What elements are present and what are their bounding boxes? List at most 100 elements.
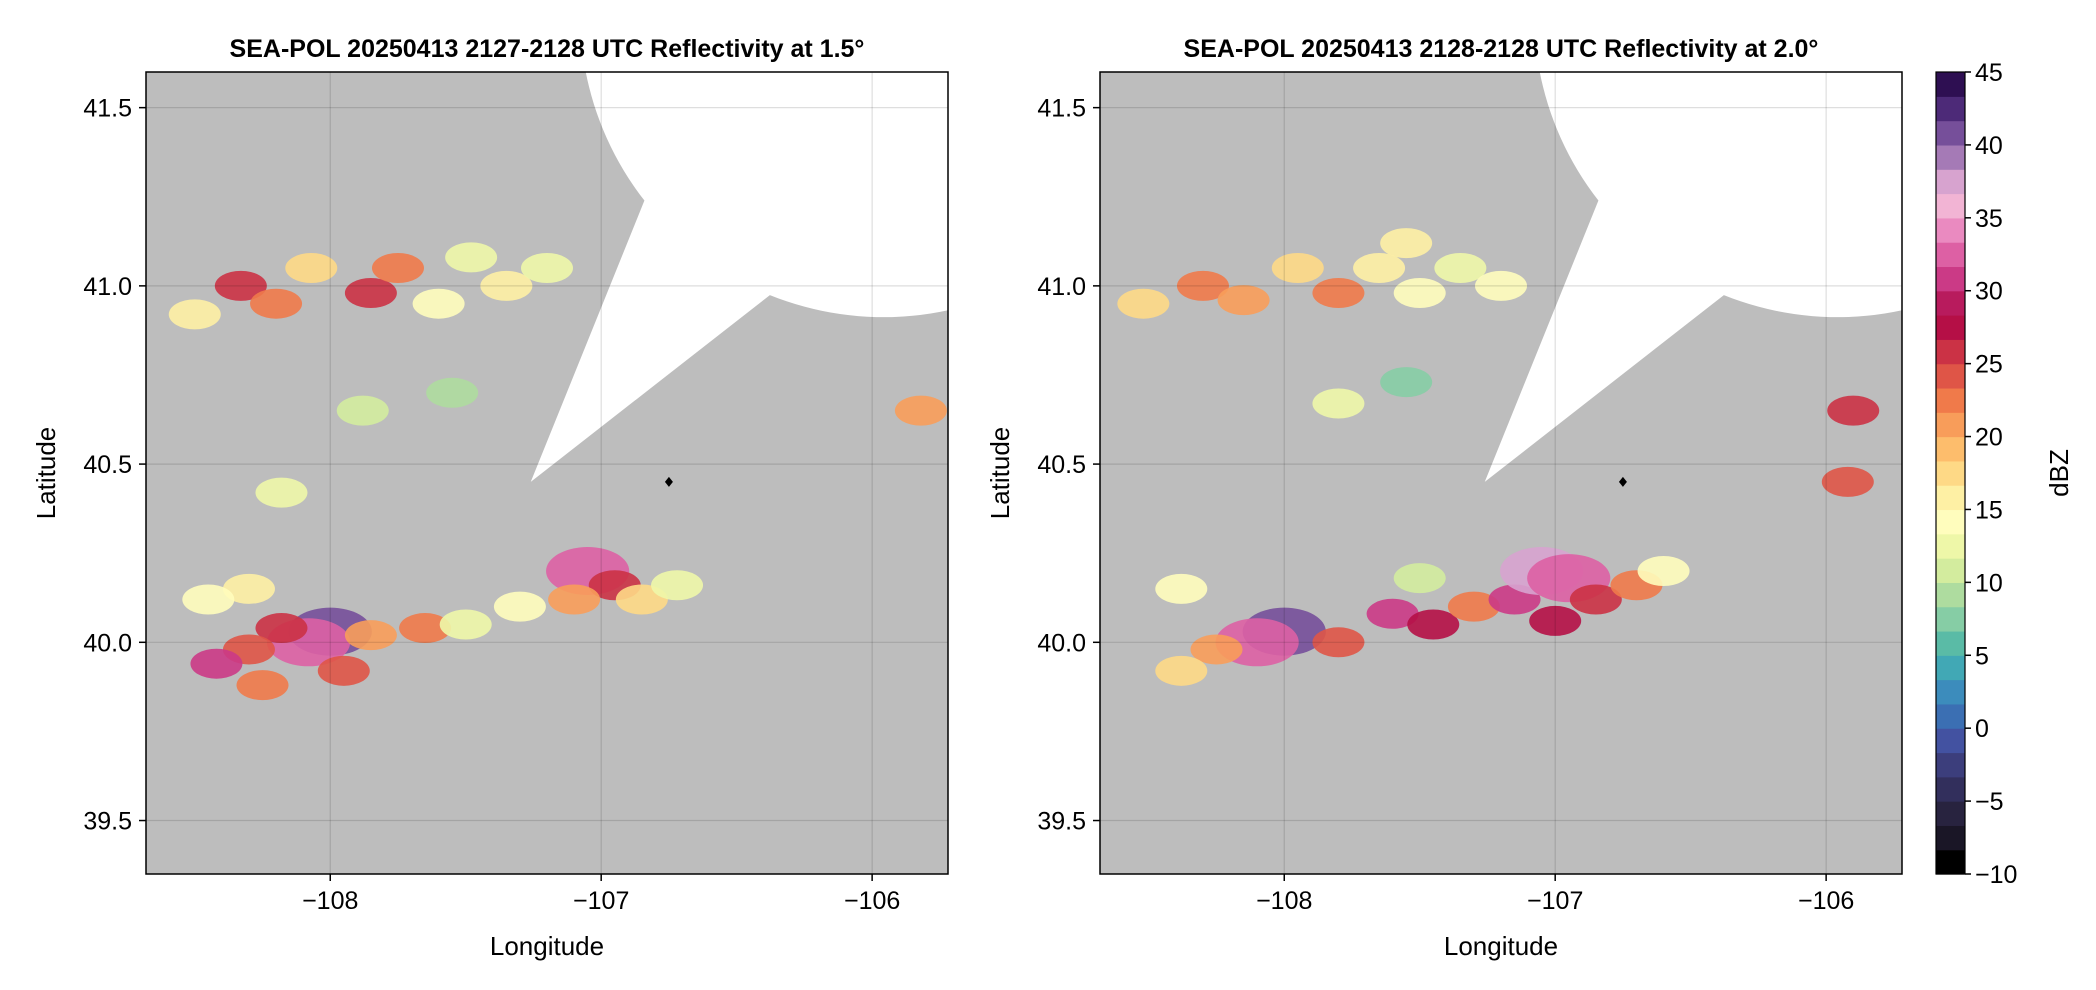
x-tick-label: −108 [1256,887,1312,915]
y-tick-label: 39.5 [83,808,132,836]
echo-cell [894,395,947,426]
echo-cell [1434,253,1487,284]
echo-cell [1380,228,1433,259]
echo-cell [190,648,243,679]
left-y-axis-label: Latitude [31,427,61,520]
echo-cell [1353,253,1406,284]
colorbar-tick-label: 20 [1975,424,2003,452]
colorbar-band [1936,728,1965,754]
colorbar-band [1936,169,1965,195]
x-tick-label: −108 [302,887,358,915]
right-x-axis-ticks: −108 −107 −106 [1256,874,1854,915]
echo-cell [250,288,303,319]
colorbar-band [1936,266,1965,292]
echo-cell [1827,395,1880,426]
colorbar-band [1936,485,1965,511]
x-tick-label: −107 [573,887,629,915]
right-panel: SEA-POL 20250413 2128-2128 UTC Reflectiv… [985,35,1903,961]
colorbar-band [1936,582,1965,608]
x-tick-label: −106 [1798,887,1854,915]
echo-cell [182,584,235,615]
echo-cell [1447,591,1500,622]
y-tick-label: 40.0 [1037,629,1086,657]
colorbar-band [1936,217,1965,243]
colorbar-tick-label: −5 [1975,788,2004,816]
colorbar-band [1936,533,1965,559]
colorbar-label: dBZ [2044,449,2074,497]
echo-cell [1407,609,1460,640]
colorbar-tick-label: 5 [1975,642,1989,670]
echo-cell [480,270,533,301]
right-panel-title: SEA-POL 20250413 2128-2128 UTC Reflectiv… [1184,35,1819,63]
colorbar-band [1936,436,1965,462]
echo-cell [399,613,452,644]
colorbar-tick-label: 30 [1975,278,2003,306]
colorbar-band [1936,412,1965,438]
echo-cell [1366,598,1419,629]
y-tick-label: 40.5 [1037,451,1086,479]
right-radar-location-marker [1618,476,1627,487]
colorbar-tick-label: 25 [1975,351,2003,379]
colorbar: −10 −5 0 5 10 15 20 25 30 35 40 45 dBZ [1935,59,2074,889]
right-x-axis-label: Longitude [1444,931,1558,961]
echo-cell [168,299,221,330]
colorbar-band [1936,290,1965,316]
echo-cell [1380,367,1433,398]
echo-cell [236,670,289,701]
colorbar-band [1936,96,1965,122]
colorbar-band [1936,825,1965,851]
colorbar-band [1936,387,1965,413]
colorbar-band [1936,703,1965,729]
colorbar-band [1936,363,1965,389]
echo-cell [344,277,397,308]
echo-cell [1475,270,1527,301]
echo-cell [285,253,338,284]
colorbar-band [1936,849,1965,875]
echo-cell [336,395,389,426]
colorbar-band [1936,679,1965,705]
colorbar-band [1936,460,1965,486]
left-panel-title: SEA-POL 20250413 2127-2128 UTC Reflectiv… [230,35,865,63]
echo-cell [1155,655,1208,686]
y-tick-label: 40.0 [83,629,132,657]
colorbar-band [1936,801,1965,826]
echo-cell [1393,563,1446,594]
left-y-axis-ticks: 39.5 40.0 40.5 41.0 41.5 [83,95,146,836]
right-radar-coverage [1484,72,1902,482]
echo-cell [493,591,546,622]
y-tick-label: 41.0 [83,273,132,301]
echo-cell [412,288,465,319]
echo-cell [344,620,397,651]
colorbar-tick-label: 0 [1975,715,1989,743]
colorbar-frame [1935,71,1966,875]
colorbar-band [1936,120,1965,146]
colorbar-band [1936,558,1965,583]
echo-cell [1312,277,1365,308]
colorbar-band [1936,339,1965,365]
colorbar-band [1936,315,1965,340]
colorbar-band [1936,72,1965,97]
echo-cell [651,570,704,601]
colorbar-band [1936,509,1965,535]
echo-cell [1117,288,1170,319]
left-x-axis-label: Longitude [490,931,604,961]
echo-cell [1821,466,1874,497]
colorbar-tick-label: 45 [1975,59,2003,87]
colorbar-band [1936,193,1965,219]
echo-cell [1569,584,1622,615]
colorbar-band [1936,630,1965,656]
echo-cell [317,655,370,686]
left-reflectivity-echoes [168,242,947,701]
echo-cell [439,609,492,640]
y-tick-label: 41.0 [1037,273,1086,301]
echo-cell [1312,388,1365,419]
colorbar-tick-label: 40 [1975,132,2003,160]
echo-cell [222,573,275,604]
colorbar-tick-label: 35 [1975,205,2003,233]
colorbar-tick-label: −10 [1975,861,2017,889]
colorbar-band [1936,776,1965,802]
left-x-axis-ticks: −108 −107 −106 [302,874,900,915]
colorbar-ticks: −10 −5 0 5 10 15 20 25 30 35 40 45 [1965,59,2017,889]
left-gridlines [146,72,948,874]
